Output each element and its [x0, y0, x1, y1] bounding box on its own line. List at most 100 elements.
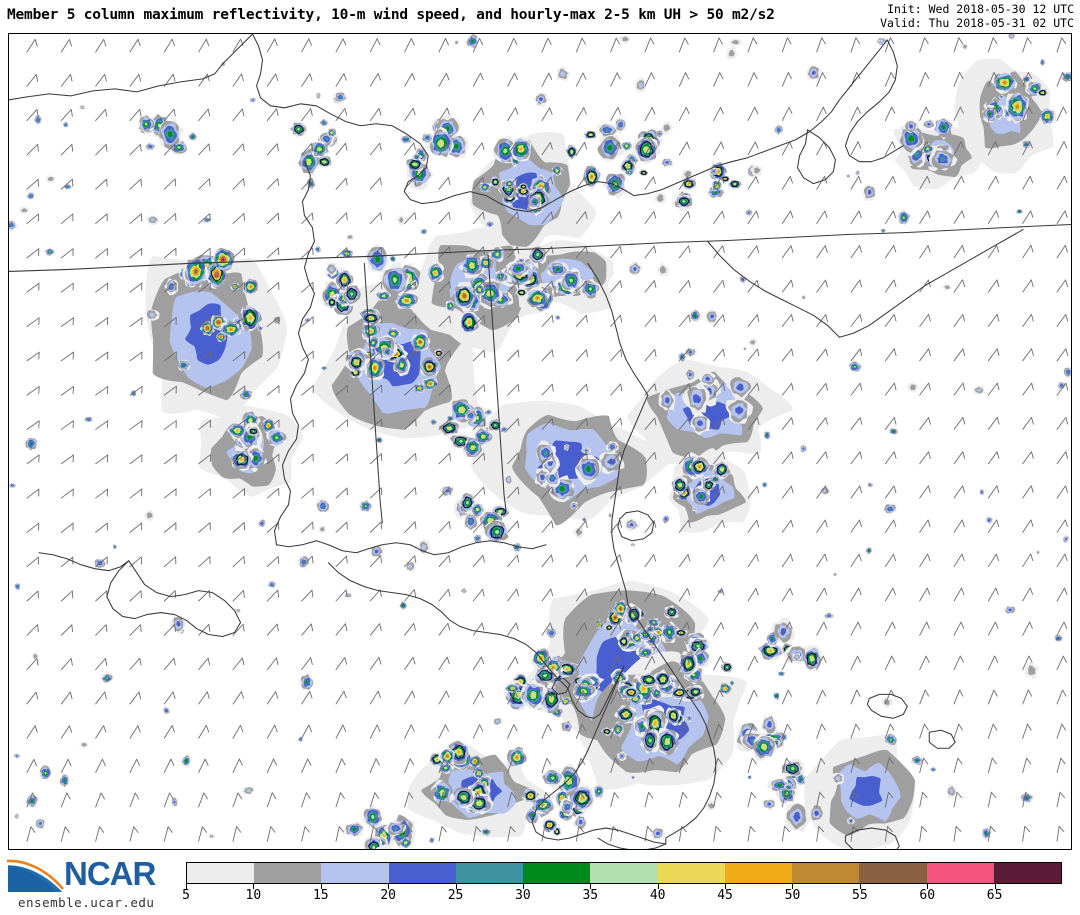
wind-barb — [163, 420, 177, 430]
wind-barb — [232, 213, 245, 224]
wind-barb — [369, 107, 382, 122]
wind-barb — [541, 826, 550, 842]
wind-barb — [266, 623, 279, 636]
wind-barb — [816, 37, 826, 53]
wind-barb — [163, 488, 177, 499]
wind-barb — [129, 143, 142, 156]
wind-barb — [266, 316, 280, 327]
colorbar-swatch — [657, 863, 725, 883]
wind-barb — [1022, 175, 1034, 190]
wind-barb — [266, 657, 279, 671]
storm-cell — [478, 182, 492, 193]
updraft-helicity-contour — [574, 791, 590, 805]
wind-barb — [1056, 757, 1066, 774]
wind-barb — [610, 757, 620, 774]
storm-cell — [319, 118, 329, 127]
storm-cell — [671, 687, 689, 700]
storm-cell — [413, 383, 425, 393]
wind-barb — [198, 454, 211, 465]
wind-barb — [129, 725, 141, 739]
updraft-helicity-contour — [691, 641, 705, 652]
colorbar-swatch — [926, 863, 994, 883]
wind-barb — [404, 690, 416, 705]
wind-barb — [713, 689, 724, 705]
storm-cell — [504, 473, 513, 486]
wind-barb — [507, 758, 517, 774]
colorbar-tick-label: 45 — [717, 888, 733, 903]
wind-barb — [644, 757, 654, 774]
wind-barb — [95, 657, 108, 671]
storm-cell — [471, 502, 485, 517]
wind-barb — [884, 106, 896, 122]
storm-cell — [431, 779, 454, 806]
wind-barb — [541, 656, 553, 671]
map-panel[interactable] — [8, 33, 1072, 850]
wind-barb — [747, 382, 760, 396]
storm-cell — [199, 321, 215, 337]
wind-barb — [1056, 279, 1069, 293]
wind-barb — [953, 485, 966, 499]
wind-barb — [129, 454, 143, 465]
wind-barb — [26, 282, 40, 293]
storm-cell — [187, 131, 198, 142]
updraft-helicity-contour — [424, 361, 436, 373]
wind-barb — [507, 383, 520, 396]
storm-cell — [380, 347, 392, 358]
wind-barb — [163, 317, 177, 327]
reflectivity-map[interactable] — [9, 34, 1071, 849]
wind-barb — [1022, 587, 1034, 602]
storm-cell — [434, 348, 444, 358]
wind-barb — [198, 38, 210, 53]
wind-barb — [163, 624, 177, 636]
storm-cell — [604, 624, 615, 631]
wind-barb — [781, 723, 792, 739]
storm-cell — [162, 706, 171, 715]
wind-barb — [1022, 791, 1031, 808]
storm-cell — [637, 671, 660, 688]
wind-barb — [678, 210, 691, 224]
wind-barb — [198, 724, 210, 739]
storm-cell — [422, 377, 438, 390]
updraft-helicity-contour — [462, 316, 476, 329]
storm-cell — [601, 727, 613, 736]
storm-cell — [304, 317, 312, 323]
wind-barb — [232, 556, 245, 568]
wind-barb — [953, 141, 965, 156]
wind-barb — [232, 623, 245, 636]
wind-barb — [198, 213, 211, 224]
storm-cell — [621, 141, 633, 151]
updraft-helicity-contour — [660, 734, 674, 751]
storm-cell — [170, 615, 187, 634]
wind-barb — [1056, 553, 1068, 568]
ncar-logo[interactable]: NCAR ensemble.ucar.edu — [6, 855, 176, 912]
storm-cell — [26, 192, 35, 200]
wind-barb — [953, 791, 962, 808]
wind-barb — [953, 244, 965, 259]
wind-barb — [507, 826, 516, 842]
wind-barb — [404, 792, 414, 808]
wind-barb — [919, 826, 928, 842]
wind-barb — [884, 826, 893, 842]
storm-cell — [485, 220, 494, 228]
colorbar-ticks — [186, 884, 1062, 894]
wind-barb — [60, 792, 71, 808]
colorbar-tick-label: 30 — [515, 888, 531, 903]
updraft-helicity-contour — [693, 461, 705, 473]
wind-barb — [781, 37, 792, 53]
wind-barb — [163, 725, 175, 739]
storm-cell — [473, 767, 485, 780]
wind-barb — [95, 351, 109, 362]
wind-barb — [232, 316, 246, 327]
wind-barb — [232, 657, 245, 671]
wind-barb — [953, 313, 966, 327]
updraft-helicity-contour — [408, 160, 421, 169]
storm-cell — [84, 416, 93, 423]
storm-cell — [583, 163, 602, 190]
storm-cell — [823, 612, 835, 619]
wind-barb — [919, 348, 931, 362]
wind-barb — [747, 314, 760, 327]
storm-cell — [487, 417, 503, 432]
wind-barb — [747, 279, 760, 293]
wind-barb — [232, 73, 244, 87]
storm-cell — [9, 219, 18, 232]
